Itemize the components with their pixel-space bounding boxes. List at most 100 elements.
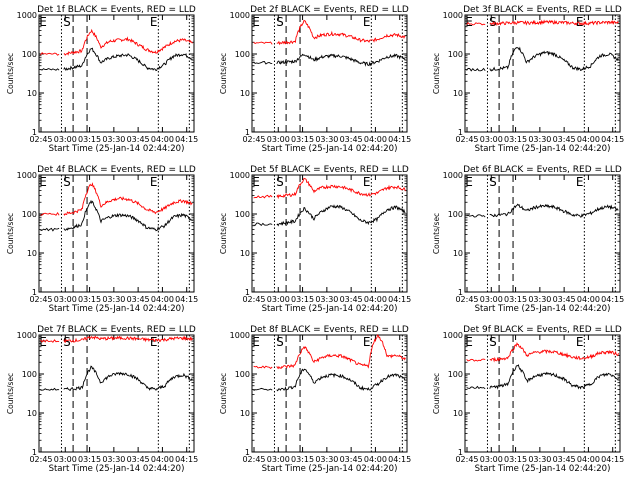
y-tick-label: 10 [27,409,37,418]
lld-series-line [276,177,406,200]
plot-frame [464,174,621,293]
y-axis-label: Counts/sec [432,373,441,414]
y-tick-label: 1000 [443,11,463,20]
series-line-lead [253,61,273,65]
x-tick-label: 03:00 [267,135,290,144]
x-tick-label: 03:00 [480,455,503,464]
marker-left: E [465,335,473,349]
x-tick-label: 03:00 [54,295,77,304]
series-line-lead [40,227,60,232]
y-tick-label: 1 [32,288,37,297]
x-tick-label: 04:15 [388,135,411,144]
lld-series-line [63,335,193,343]
x-tick-label: 03:45 [127,295,150,304]
panel-title: Det 4f BLACK = Events, RED = LLD [37,165,196,175]
y-tick-label: 1 [32,448,37,457]
y-tick-label: 10 [240,89,250,98]
marker-start: S [276,175,284,189]
y-tick-label: 10 [240,249,250,258]
y-tick-label: 100 [235,370,250,379]
x-axis-label: Start Time (25-Jan-14 02:44:20) [49,144,185,154]
lld-series-line [63,182,193,216]
series-line-lead [466,214,486,218]
y-tick-label: 100 [448,50,463,59]
y-axis-label: Counts/sec [219,213,228,254]
x-tick-label: 03:45 [340,295,363,304]
y-tick-label: 1000 [17,331,37,340]
lld-series-line [276,333,406,370]
x-tick-label: 03:45 [553,455,576,464]
y-tick-label: 1 [245,128,250,137]
series-line-lead [466,358,486,362]
marker-start: S [63,175,71,189]
x-tick-label: 04:15 [388,455,411,464]
y-tick-label: 100 [22,210,37,219]
x-tick-label: 03:45 [340,135,363,144]
x-tick-label: 03:15 [291,455,314,464]
x-tick-label: 02:45 [242,135,265,144]
detector-panel-9: Det 9f BLACK = Events, RED = LLD 1 10 100 10… [432,325,624,474]
x-tick-label: 03:30 [528,135,551,144]
x-axis-label: Start Time (25-Jan-14 02:44:20) [49,304,185,314]
y-tick-label: 1 [458,448,463,457]
detector-panel-4: Det 4f BLACK = Events, RED = LLD 1 10 100 10… [6,165,198,314]
x-axis-label: Start Time (25-Jan-14 02:44:20) [262,304,398,314]
lld-series-line [63,28,193,56]
x-tick-label: 02:45 [29,135,52,144]
x-tick-label: 02:45 [455,135,478,144]
marker-left: E [252,15,260,29]
x-tick-label: 04:15 [175,135,198,144]
plot-frame [251,174,408,293]
marker-start: S [63,335,71,349]
lld-series-line [489,19,619,27]
y-tick-label: 10 [240,409,250,418]
x-tick-label: 04:00 [151,455,174,464]
x-tick-label: 04:15 [601,455,624,464]
detector-panel-8: Det 8f BLACK = Events, RED = LLD 1 10 100 10… [219,325,411,474]
x-axis-label: Start Time (25-Jan-14 02:44:20) [475,144,611,154]
panel-title: Det 6f BLACK = Events, RED = LLD [463,165,622,175]
x-tick-label: 03:15 [504,295,527,304]
y-axis-label: Counts/sec [432,53,441,94]
x-tick-label: 03:45 [127,135,150,144]
marker-left: E [252,335,260,349]
marker-start: S [276,15,284,29]
marker-start: S [63,15,71,29]
plot-frame [38,174,195,293]
detector-panel-2: Det 2f BLACK = Events, RED = LLD 1 10 100 10… [219,5,411,154]
detector-panel-5: Det 5f BLACK = Events, RED = LLD 1 10 100 10… [219,165,411,314]
series-line-lead [40,387,60,391]
panel-title: Det 3f BLACK = Events, RED = LLD [463,5,622,15]
x-tick-label: 02:45 [242,455,265,464]
marker-left: E [465,15,473,29]
series-line-lead [253,222,273,227]
events-series-line [489,364,619,390]
detector-panel-7: Det 7f BLACK = Events, RED = LLD 1 10 100 10… [6,325,198,474]
x-tick-label: 04:15 [175,295,198,304]
y-tick-label: 1000 [230,331,250,340]
y-tick-label: 10 [27,249,37,258]
panel-title: Det 2f BLACK = Events, RED = LLD [250,5,409,15]
series-line-lead [253,387,273,391]
y-axis-label: Counts/sec [432,213,441,254]
x-tick-label: 03:45 [553,295,576,304]
x-tick-label: 02:45 [29,295,52,304]
detector-panel-6: Det 6f BLACK = Events, RED = LLD 1 10 100 10… [432,165,624,314]
x-tick-label: 03:15 [78,295,101,304]
x-axis-label: Start Time (25-Jan-14 02:44:20) [262,144,398,154]
series-line-lead [466,22,486,26]
x-axis-label: Start Time (25-Jan-14 02:44:20) [475,304,611,314]
x-tick-label: 04:15 [388,295,411,304]
y-tick-label: 1000 [443,171,463,180]
plot-frame [251,334,408,453]
x-tick-label: 03:45 [553,135,576,144]
x-tick-label: 03:00 [54,135,77,144]
x-axis-label: Start Time (25-Jan-14 02:44:20) [49,464,185,474]
marker-end: E [576,15,584,29]
y-tick-label: 1 [458,128,463,137]
y-axis-label: Counts/sec [6,213,15,254]
x-tick-label: 04:15 [175,455,198,464]
lld-series-line [489,342,619,363]
x-tick-label: 03:45 [127,455,150,464]
x-tick-label: 04:00 [364,455,387,464]
